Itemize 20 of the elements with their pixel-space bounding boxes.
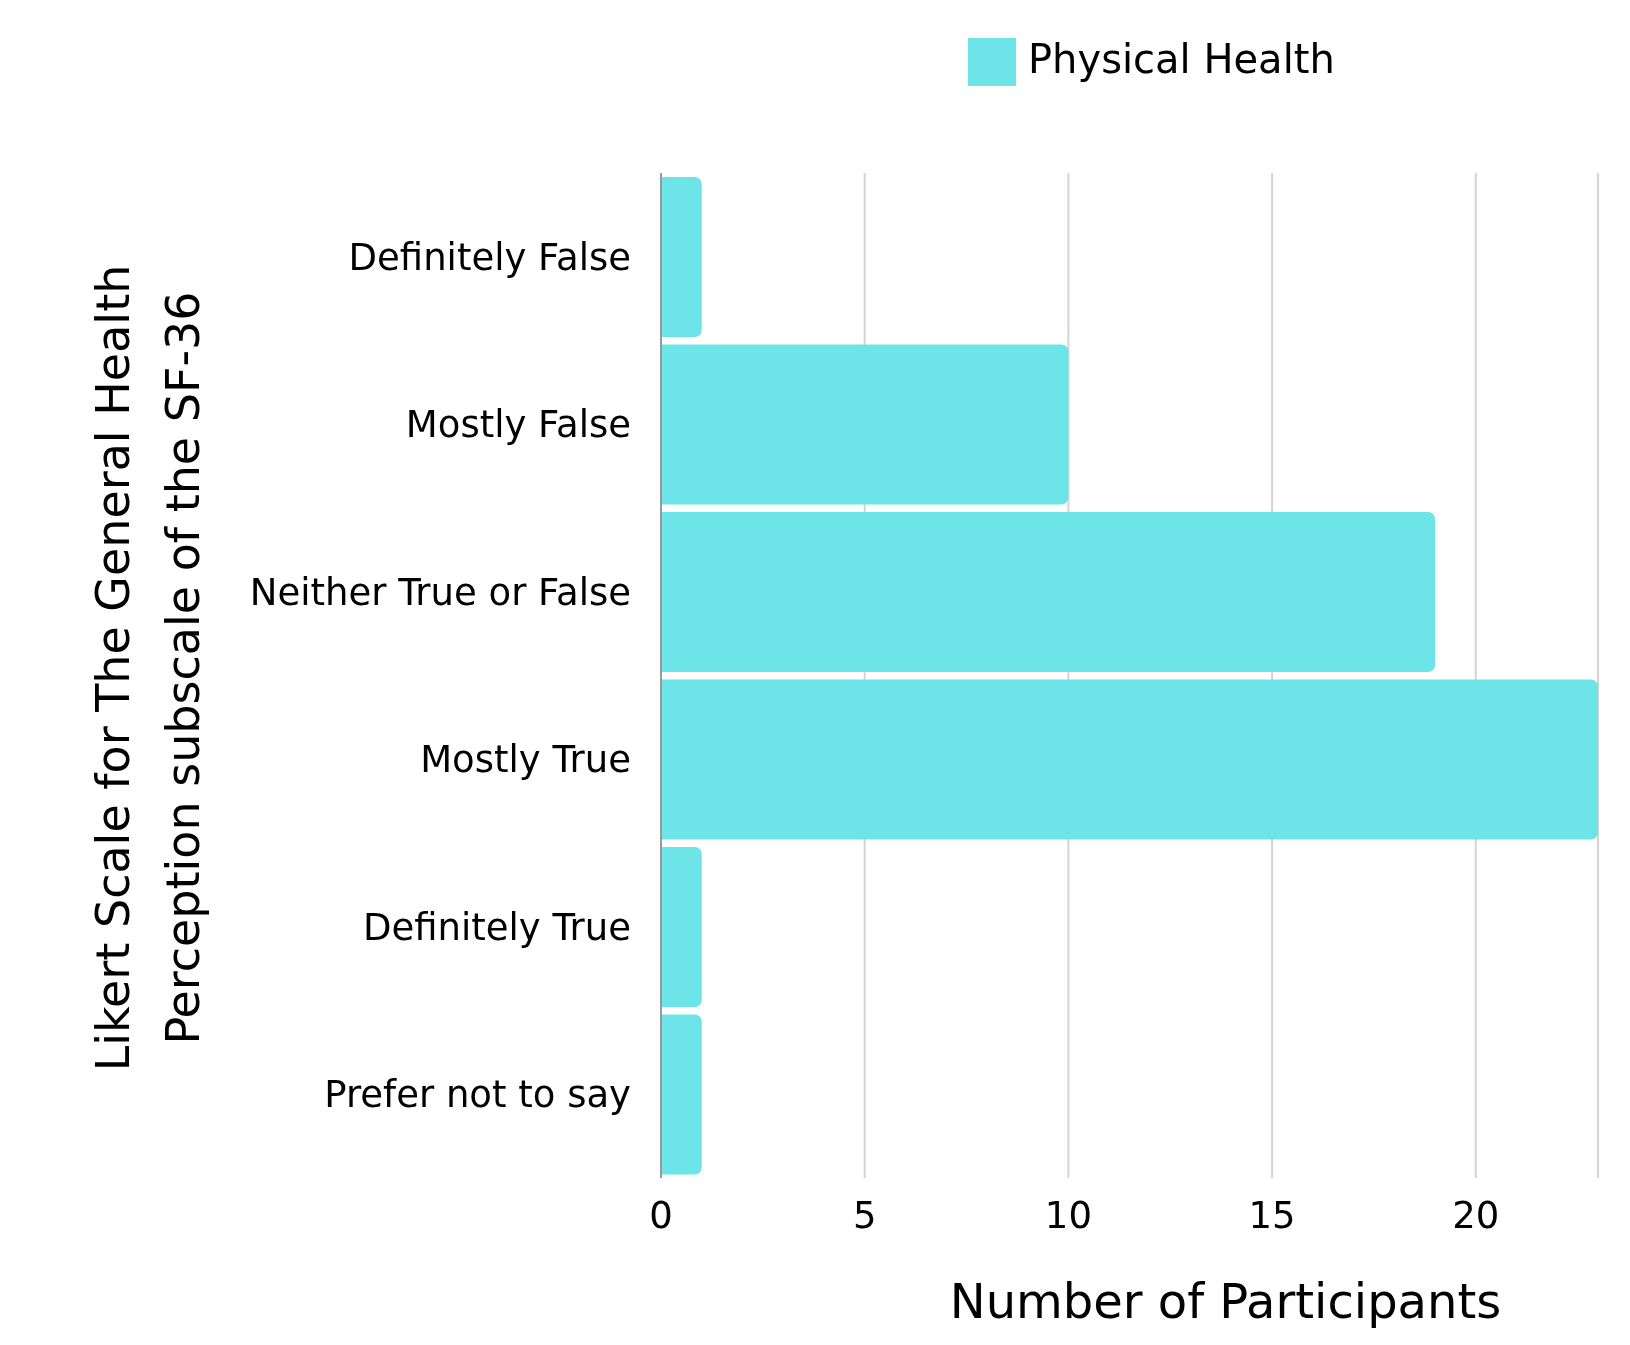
bar	[661, 847, 702, 1007]
y-tick-label: Mostly True	[420, 738, 631, 782]
y-tick-label: Neither True or False	[249, 570, 631, 614]
bar	[661, 512, 1436, 672]
y-tick-label: Definitely True	[362, 905, 631, 949]
y-tick-label: Prefer not to say	[324, 1073, 631, 1117]
bar	[661, 177, 702, 337]
y-tick-label: Mostly False	[405, 403, 631, 447]
x-tick-label: 0	[649, 1194, 673, 1238]
x-tick-label: 20	[1452, 1194, 1500, 1238]
bar	[661, 1014, 702, 1175]
x-tick-label: 10	[1044, 1194, 1092, 1238]
y-tick-label: Definitely False	[348, 235, 631, 279]
y-axis-title: Likert Scale for The General Health Perception subscale of the SF-36	[85, 263, 211, 1074]
x-axis-title: Number of Participants	[949, 1273, 1502, 1329]
x-tick-label: 15	[1248, 1194, 1296, 1238]
bar	[661, 344, 1069, 505]
legend-label: Physical Health	[1028, 36, 1335, 82]
x-tick-label: 5	[852, 1194, 877, 1238]
bar	[661, 679, 1598, 840]
